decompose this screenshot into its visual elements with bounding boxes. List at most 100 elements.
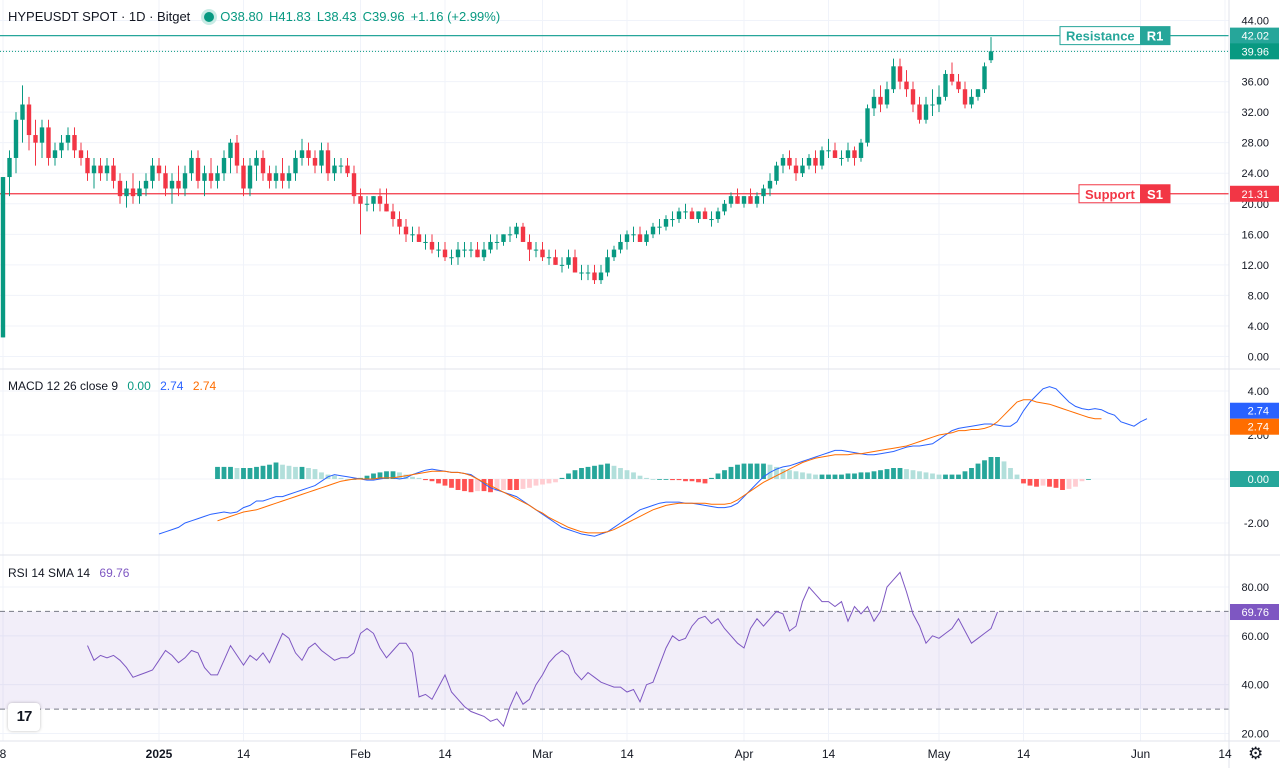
candle-body (7, 157, 12, 178)
candle-body (267, 173, 272, 181)
candle-body (533, 249, 539, 251)
macd-histogram-bar (455, 479, 461, 490)
macd-histogram-bar (260, 465, 266, 479)
candle-body (234, 142, 240, 166)
macd-hist-label: 0.00 (1248, 474, 1269, 486)
candle-body (774, 165, 779, 181)
macd-histogram-bar (696, 479, 701, 483)
rsi-line (87, 571, 998, 728)
macd-histogram-bar (748, 463, 753, 479)
macd-line-value: 2.74 (160, 379, 184, 393)
macd-hist-box (1230, 471, 1279, 487)
macd-histogram-bar (943, 474, 948, 479)
macd-histogram-bar (1021, 479, 1026, 484)
candle-body (410, 234, 415, 236)
candle-body (137, 188, 142, 197)
macd-histogram-bar (962, 471, 968, 479)
candle-body (104, 165, 110, 174)
candle-body (501, 234, 506, 242)
rsi-title[interactable]: RSI 14 SMA 14 (8, 566, 91, 580)
candle-body (293, 157, 298, 174)
macd-histogram-bar (286, 465, 292, 479)
candle-body (780, 157, 786, 166)
x-tick-label: 8 (0, 747, 7, 761)
macd-histogram-bar (592, 465, 597, 479)
y-tick-label: 16.00 (1241, 229, 1269, 241)
macd-histogram-bar (241, 468, 246, 479)
candle-body (962, 89, 968, 105)
macd-histogram-bar (442, 479, 448, 486)
x-tick-label: Apr (735, 747, 754, 761)
macd-histogram-bar (1008, 468, 1013, 479)
macd-histogram-bar (839, 474, 844, 479)
macd-histogram-bar (930, 473, 935, 479)
macd-histogram-bar (676, 479, 682, 481)
macd-histogram-bar (780, 469, 786, 479)
candle-body (312, 157, 318, 166)
macd-histogram-bar (741, 463, 747, 479)
macd-histogram-bar (650, 479, 656, 480)
macd-histogram-bar (624, 470, 630, 479)
macd-histogram-bar (384, 471, 389, 479)
macd-histogram-bar (897, 468, 903, 479)
x-tick-label: 14 (237, 747, 251, 761)
candle-body (527, 241, 532, 250)
candle-body (351, 173, 357, 197)
candle-body (644, 234, 649, 242)
macd-histogram-bar (273, 462, 279, 479)
candle-body (520, 226, 526, 242)
candle-body (494, 241, 500, 243)
candle-body (891, 66, 896, 90)
macd-histogram-bar (403, 474, 409, 479)
y-tick-label: 80.00 (1241, 582, 1269, 594)
candle-body (332, 165, 337, 174)
candle-body (208, 173, 214, 181)
macd-histogram-bar (858, 472, 864, 479)
candle-body (455, 249, 461, 258)
candle-body (663, 219, 669, 227)
x-tick-label: 2025 (146, 747, 173, 761)
macd-title[interactable]: MACD 12 26 close 9 (8, 379, 119, 393)
candle-body (611, 249, 617, 258)
macd-histogram-bar (546, 479, 552, 484)
gear-icon[interactable]: ⚙ (1248, 744, 1264, 763)
macd-histogram-bar (1027, 479, 1033, 486)
candle-body (0, 177, 6, 338)
x-tick-label: Jun (1131, 747, 1150, 761)
level-tag: S1 (1147, 187, 1163, 202)
candle-body (871, 96, 877, 109)
candle-body (117, 180, 123, 197)
macd-histogram-bar (975, 463, 981, 479)
macd-histogram-bar (1066, 479, 1072, 489)
symbol-title[interactable]: HYPEUSDT SPOT · 1D · Bitget (8, 9, 191, 24)
candle-body (78, 150, 84, 158)
macd-histogram-bar (559, 477, 565, 479)
candle-body (709, 219, 714, 221)
main-legend: HYPEUSDT SPOT · 1D · Bitget O38.80 H41.83 L… (8, 9, 506, 24)
candle-body (371, 196, 376, 204)
candle-body (345, 165, 350, 174)
x-tick-label: 14 (620, 747, 634, 761)
candle-body (637, 234, 643, 242)
candle-body (111, 165, 116, 181)
candle-body (299, 150, 305, 158)
macd-histogram-bar (910, 470, 916, 479)
rsi-value: 69.76 (99, 566, 130, 580)
candle-body (631, 234, 636, 236)
candle-body (923, 104, 929, 120)
tradingview-logo-icon[interactable]: 17 (8, 703, 40, 731)
rsi-legend: RSI 14 SMA 14 69.76 (8, 566, 135, 580)
candle-body (286, 173, 292, 181)
y-tick-label: 0.00 (1248, 352, 1269, 364)
macd-histogram-bar (832, 474, 838, 479)
macd-histogram-bar (865, 472, 870, 479)
level-name: Resistance (1066, 29, 1135, 44)
y-tick-label: 32.00 (1241, 107, 1269, 119)
y-tick-label: 12.00 (1241, 260, 1269, 272)
macd-histogram-bar (1053, 479, 1059, 488)
candle-body (215, 173, 220, 181)
macd-histogram-bar (416, 477, 422, 479)
macd-histogram-bar (254, 466, 259, 479)
candle-body (202, 173, 207, 181)
